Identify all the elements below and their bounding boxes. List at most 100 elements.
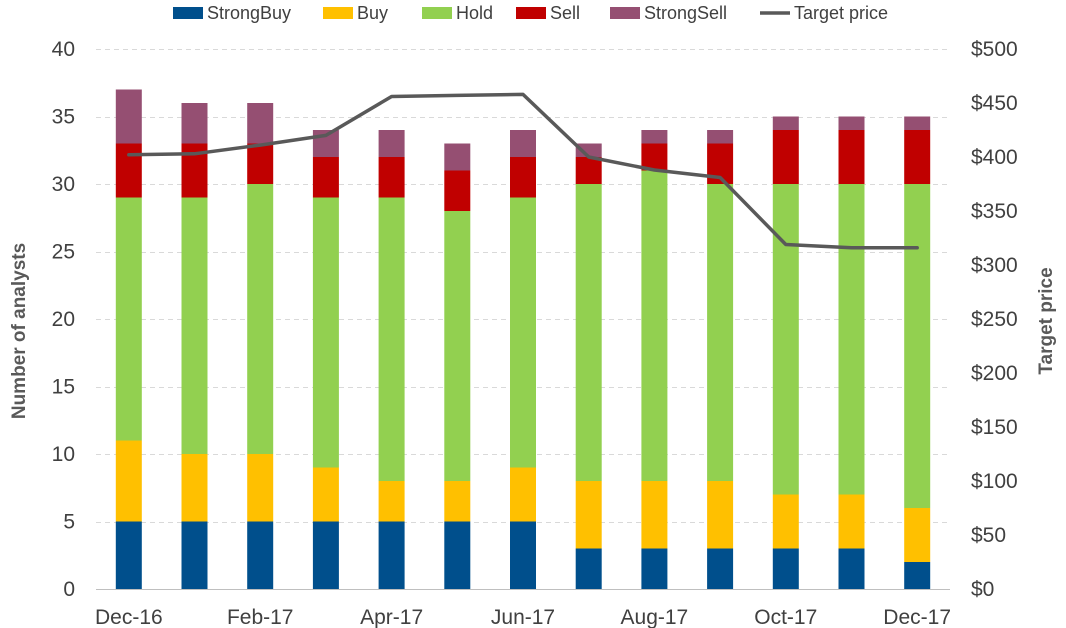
bar-strongsell-dec-17 bbox=[904, 116, 931, 130]
x-tick-label-apr-17: Apr-17 bbox=[360, 606, 423, 628]
bar-strongsell-jun-17 bbox=[510, 130, 536, 157]
bar-strongsell-oct-17 bbox=[772, 116, 799, 130]
legend: StrongBuy Buy Hold Sell StrongSell Target pri… bbox=[173, 3, 888, 23]
y-tick-label-15: 15 bbox=[52, 376, 75, 399]
x-tick-label-dec-16: Dec-16 bbox=[95, 606, 163, 628]
bar-hold-jun-17 bbox=[510, 197, 536, 468]
y-tick-label-30: 30 bbox=[52, 173, 75, 196]
bar-buy-jan-17 bbox=[181, 454, 208, 522]
bar-hold-mar-17 bbox=[312, 197, 339, 468]
bar-strongsell-aug-17 bbox=[641, 130, 668, 144]
y2-tick-label-0: $0 bbox=[971, 578, 994, 601]
bar-hold-jul-17 bbox=[575, 184, 602, 481]
x-tick-label-aug-17: Aug-17 bbox=[621, 606, 689, 628]
bar-strongbuy-dec-16 bbox=[115, 521, 142, 589]
bar-buy-jun-17 bbox=[510, 467, 536, 522]
stacked-bars bbox=[115, 89, 931, 589]
bar-buy-aug-17 bbox=[641, 481, 668, 549]
target-price-line bbox=[127, 92, 919, 250]
legend-label-strongsell: StrongSell bbox=[644, 3, 727, 23]
bar-sell-jul-17 bbox=[575, 157, 602, 184]
bar-hold-dec-16 bbox=[115, 197, 142, 441]
y2-tick-label-250: $250 bbox=[971, 308, 1018, 331]
legend-label-sell: Sell bbox=[550, 3, 580, 23]
legend-swatch-buy bbox=[323, 7, 353, 19]
legend-label-hold: Hold bbox=[456, 3, 493, 23]
x-tick-label-dec-17: Dec-17 bbox=[883, 606, 951, 628]
x-tick-label-oct-17: Oct-17 bbox=[754, 606, 817, 628]
bar-hold-apr-17 bbox=[378, 197, 405, 481]
legend-label-buy: Buy bbox=[357, 3, 388, 23]
x-tick-label-jun-17: Jun-17 bbox=[491, 606, 555, 628]
y-tick-label-35: 35 bbox=[52, 106, 75, 129]
y2-tick-label-500: $500 bbox=[971, 38, 1018, 61]
bar-buy-nov-17 bbox=[838, 494, 865, 549]
bar-buy-apr-17 bbox=[378, 481, 405, 522]
bar-strongbuy-aug-17 bbox=[641, 548, 668, 589]
bar-buy-may-17 bbox=[444, 481, 471, 522]
bar-strongsell-dec-16 bbox=[115, 89, 142, 144]
bar-strongbuy-jun-17 bbox=[510, 521, 536, 589]
bar-sell-may-17 bbox=[444, 170, 471, 211]
bar-strongsell-feb-17 bbox=[247, 103, 274, 144]
y-tick-label-40: 40 bbox=[52, 38, 75, 61]
bar-strongsell-sep-17 bbox=[707, 130, 734, 144]
bar-hold-may-17 bbox=[444, 211, 471, 481]
bar-sell-oct-17 bbox=[772, 130, 799, 184]
bar-strongsell-jan-17 bbox=[181, 103, 208, 144]
legend-swatch-sell bbox=[516, 7, 546, 19]
bar-strongbuy-jan-17 bbox=[181, 521, 208, 589]
bar-sell-jun-17 bbox=[510, 157, 536, 198]
legend-label-strongbuy: StrongBuy bbox=[207, 3, 291, 23]
bar-hold-aug-17 bbox=[641, 170, 668, 481]
target-price-line-group bbox=[127, 92, 919, 250]
bar-strongbuy-jul-17 bbox=[575, 548, 602, 589]
bar-strongbuy-apr-17 bbox=[378, 521, 405, 589]
bar-sell-dec-16 bbox=[115, 143, 142, 198]
bar-sell-nov-17 bbox=[838, 130, 865, 184]
y2-tick-label-150: $150 bbox=[971, 416, 1018, 439]
y2-tick-label-300: $300 bbox=[971, 254, 1018, 277]
y-tick-label-5: 5 bbox=[63, 511, 75, 534]
bar-strongsell-jul-17 bbox=[575, 143, 602, 157]
bar-sell-aug-17 bbox=[641, 143, 668, 171]
bar-buy-dec-16 bbox=[115, 440, 142, 522]
bar-strongbuy-oct-17 bbox=[772, 548, 799, 589]
bar-sell-apr-17 bbox=[378, 157, 405, 198]
bar-hold-nov-17 bbox=[838, 184, 865, 495]
bar-strongbuy-nov-17 bbox=[838, 548, 865, 589]
bar-buy-sep-17 bbox=[707, 481, 734, 549]
y2-tick-label-350: $350 bbox=[971, 200, 1018, 223]
bar-strongbuy-mar-17 bbox=[312, 521, 339, 589]
y-tick-label-0: 0 bbox=[63, 578, 75, 601]
bar-hold-dec-17 bbox=[904, 184, 931, 508]
bar-strongsell-may-17 bbox=[444, 143, 471, 171]
bar-strongsell-nov-17 bbox=[838, 116, 865, 130]
y2-axis-title: Target price bbox=[1036, 267, 1057, 374]
bar-strongsell-apr-17 bbox=[378, 130, 405, 157]
y2-tick-label-100: $100 bbox=[971, 470, 1018, 493]
bar-hold-feb-17 bbox=[247, 184, 274, 454]
y2-tick-label-400: $400 bbox=[971, 146, 1018, 169]
bar-buy-dec-17 bbox=[904, 508, 931, 562]
bar-hold-oct-17 bbox=[772, 184, 799, 495]
bar-sell-mar-17 bbox=[312, 157, 339, 198]
legend-swatch-strongbuy bbox=[173, 7, 203, 19]
bar-sell-dec-17 bbox=[904, 130, 931, 184]
y-tick-label-20: 20 bbox=[52, 308, 75, 331]
legend-label-target-price: Target price bbox=[794, 3, 888, 23]
bar-hold-sep-17 bbox=[707, 184, 734, 481]
y-tick-label-10: 10 bbox=[52, 443, 75, 466]
bar-strongbuy-may-17 bbox=[444, 521, 471, 589]
bar-hold-jan-17 bbox=[181, 197, 208, 454]
bar-buy-oct-17 bbox=[772, 494, 799, 549]
legend-swatch-strongsell bbox=[610, 7, 640, 19]
bar-buy-mar-17 bbox=[312, 467, 339, 522]
legend-swatch-hold bbox=[422, 7, 452, 19]
y2-tick-label-50: $50 bbox=[971, 524, 1006, 547]
bar-strongbuy-dec-17 bbox=[904, 562, 931, 589]
y-axis-title: Number of analysts bbox=[9, 243, 30, 419]
x-tick-label-feb-17: Feb-17 bbox=[227, 606, 294, 628]
